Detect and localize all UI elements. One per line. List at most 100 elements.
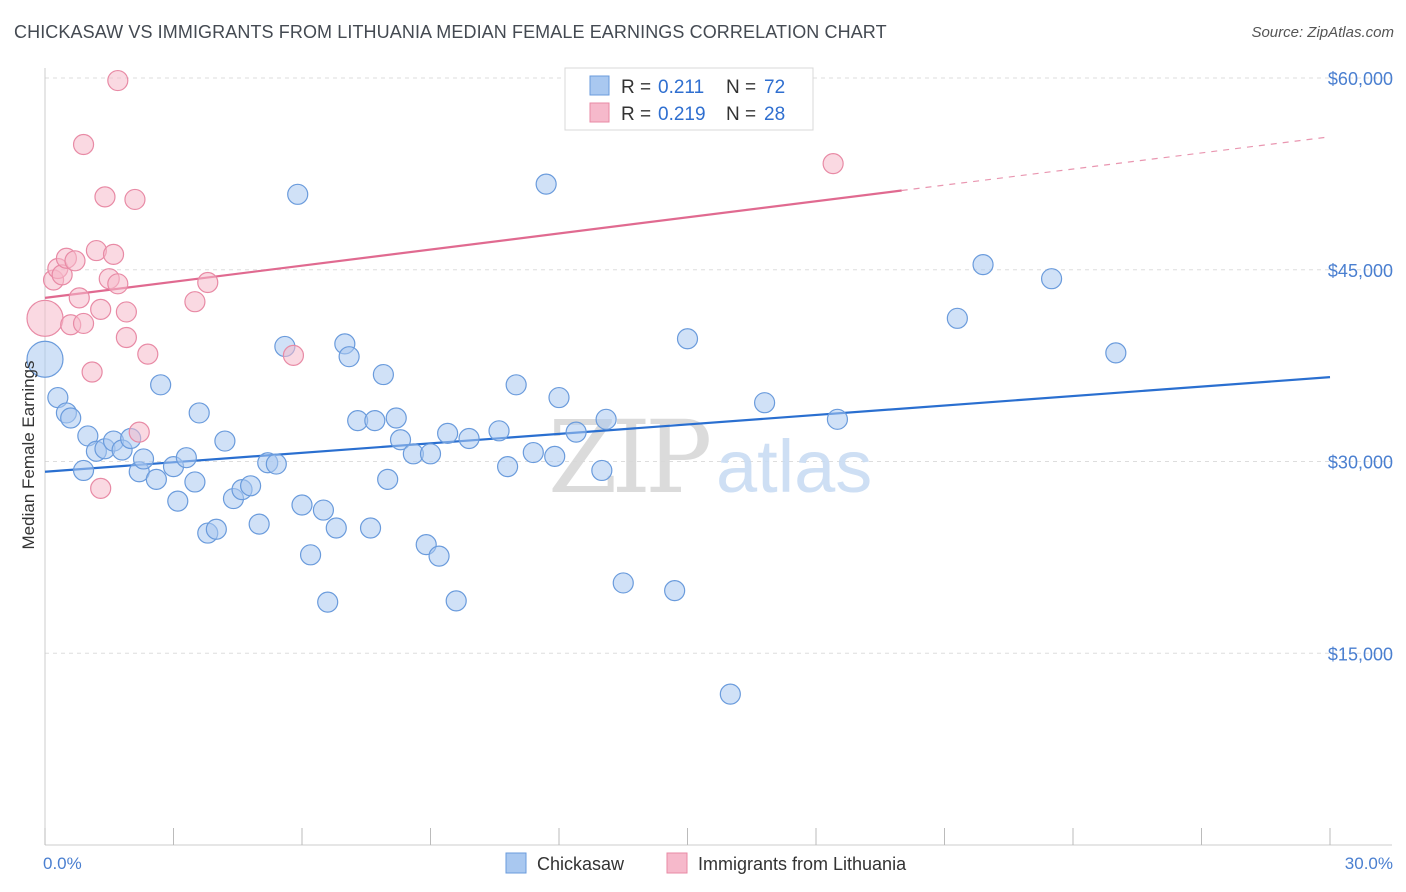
legend-box: R = 0.211 N = 72 R = 0.219 N = 28 <box>564 67 814 131</box>
lithuania-point-13 <box>90 477 112 499</box>
chickasaw-point-71 <box>1105 342 1127 364</box>
chickasaw-point-22 <box>214 430 236 452</box>
legend-swatch-pink <box>589 102 610 123</box>
chickasaw-point-25 <box>240 475 262 497</box>
lithuania-point-14 <box>94 186 116 208</box>
chickasaw-point-63 <box>664 580 686 602</box>
chickasaw-point-50 <box>445 590 467 612</box>
y-tick-label-1: $30,000 <box>1328 453 1393 473</box>
gridlines <box>45 77 1392 654</box>
chickasaw-point-34 <box>317 591 339 613</box>
chickasaw-point-51 <box>458 427 480 450</box>
chickasaw-point-67 <box>826 408 849 430</box>
lithuania-point-23 <box>137 343 159 365</box>
lithuania-point-7 <box>68 287 90 309</box>
chickasaw-point-17 <box>175 447 197 469</box>
chickasaw-point-21 <box>205 518 227 540</box>
chickasaw-point-61 <box>591 459 613 482</box>
watermark: ZIP atlas <box>548 399 872 516</box>
trendline-dashed-1 <box>901 136 1331 192</box>
chickasaw-point-4 <box>72 459 95 482</box>
lithuania-point-11 <box>85 239 108 262</box>
chickasaw-point-68 <box>946 307 968 329</box>
chickasaw-point-60 <box>595 408 617 430</box>
legend-r-label-1: R = <box>621 77 651 98</box>
bottom-legend-swatch-pink <box>666 852 688 874</box>
lithuania-point-24 <box>184 291 206 313</box>
chickasaw-point-47 <box>419 443 442 465</box>
chickasaw-point-28 <box>265 453 287 475</box>
legend-n-value-2: 28 <box>764 104 785 125</box>
chickasaw-point-52 <box>488 420 510 442</box>
bottom-legend: Chickasaw Immigrants from Lithuania <box>505 852 907 874</box>
chickasaw-point-66 <box>753 392 776 414</box>
trendlines <box>44 136 1331 473</box>
x-tick-label-left: 0.0% <box>43 854 82 873</box>
lithuania-point-9 <box>72 133 95 156</box>
chickasaw-point-55 <box>522 441 544 464</box>
lithuania-point-19 <box>115 301 137 323</box>
chickasaw-point-70 <box>1040 268 1063 290</box>
chickasaw-point-30 <box>287 183 309 205</box>
lithuania-point-0 <box>26 299 64 337</box>
chickasaw-point-64 <box>676 328 699 350</box>
bottom-legend-swatch-blue <box>505 852 527 874</box>
chickasaw-point-65 <box>719 683 741 705</box>
trendline-solid-1 <box>44 189 902 299</box>
lithuania-point-17 <box>107 273 129 295</box>
chickasaw-point-69 <box>972 254 994 276</box>
chickasaw-point-42 <box>377 468 399 490</box>
legend-r-label-2: R = <box>621 104 651 125</box>
lithuania-point-12 <box>90 298 112 320</box>
chickasaw-point-49 <box>437 422 459 444</box>
watermark-zip: ZIP <box>548 399 709 516</box>
chart-title: CHICKASAW VS IMMIGRANTS FROM LITHUANIA M… <box>14 22 887 42</box>
chickasaw-point-12 <box>132 448 155 470</box>
chickasaw-point-40 <box>364 409 386 432</box>
y-axis-label: Median Female Earnings <box>19 361 38 550</box>
data-points <box>26 69 1127 705</box>
chickasaw-point-53 <box>497 456 519 478</box>
y-tick-label-3: $60,000 <box>1328 69 1393 89</box>
chickasaw-point-3 <box>60 407 82 429</box>
lithuania-point-16 <box>102 243 125 266</box>
legend-n-value-1: 72 <box>764 77 785 98</box>
y-tick-label-0: $15,000 <box>1328 644 1393 664</box>
chickasaw-point-31 <box>291 494 313 516</box>
axes <box>44 68 1392 846</box>
lithuania-point-6 <box>64 250 86 272</box>
lithuania-point-10 <box>81 361 103 383</box>
lithuania-point-27 <box>822 153 844 175</box>
chickasaw-point-26 <box>248 513 270 535</box>
chickasaw-point-62 <box>612 572 634 594</box>
legend-swatch-blue <box>589 75 610 96</box>
chickasaw-point-33 <box>312 499 335 521</box>
chickasaw-point-35 <box>325 517 347 539</box>
chickasaw-point-43 <box>385 407 407 429</box>
chickasaw-point-59 <box>565 421 587 443</box>
chickasaw-point-41 <box>372 363 394 386</box>
chickasaw-point-0 <box>26 340 64 378</box>
chickasaw-point-18 <box>184 471 206 493</box>
lithuania-point-22 <box>128 421 150 443</box>
lithuania-point-8 <box>72 312 95 335</box>
legend-n-label-1: N = <box>726 77 756 98</box>
chickasaw-point-32 <box>299 544 322 566</box>
chickasaw-point-48 <box>428 545 450 567</box>
chickasaw-point-14 <box>150 374 172 396</box>
legend-n-label-2: N = <box>726 104 756 125</box>
chickasaw-point-54 <box>505 374 527 396</box>
tick-labels: $15,000 $30,000 $45,000 $60,000 0.0% 30.0% <box>43 69 1393 873</box>
lithuania-point-25 <box>197 271 219 294</box>
y-tick-label-2: $45,000 <box>1328 261 1393 281</box>
watermark-atlas: atlas <box>716 425 872 508</box>
bottom-legend-label-lithuania: Immigrants from Lithuania <box>698 854 907 874</box>
chickasaw-point-13 <box>145 468 167 490</box>
trendline-0 <box>44 376 1331 473</box>
lithuania-point-26 <box>282 344 305 366</box>
chickasaw-point-58 <box>548 386 570 409</box>
chickasaw-point-44 <box>389 429 412 451</box>
chickasaw-point-57 <box>544 445 566 467</box>
x-tick-label-right: 30.0% <box>1345 854 1393 873</box>
